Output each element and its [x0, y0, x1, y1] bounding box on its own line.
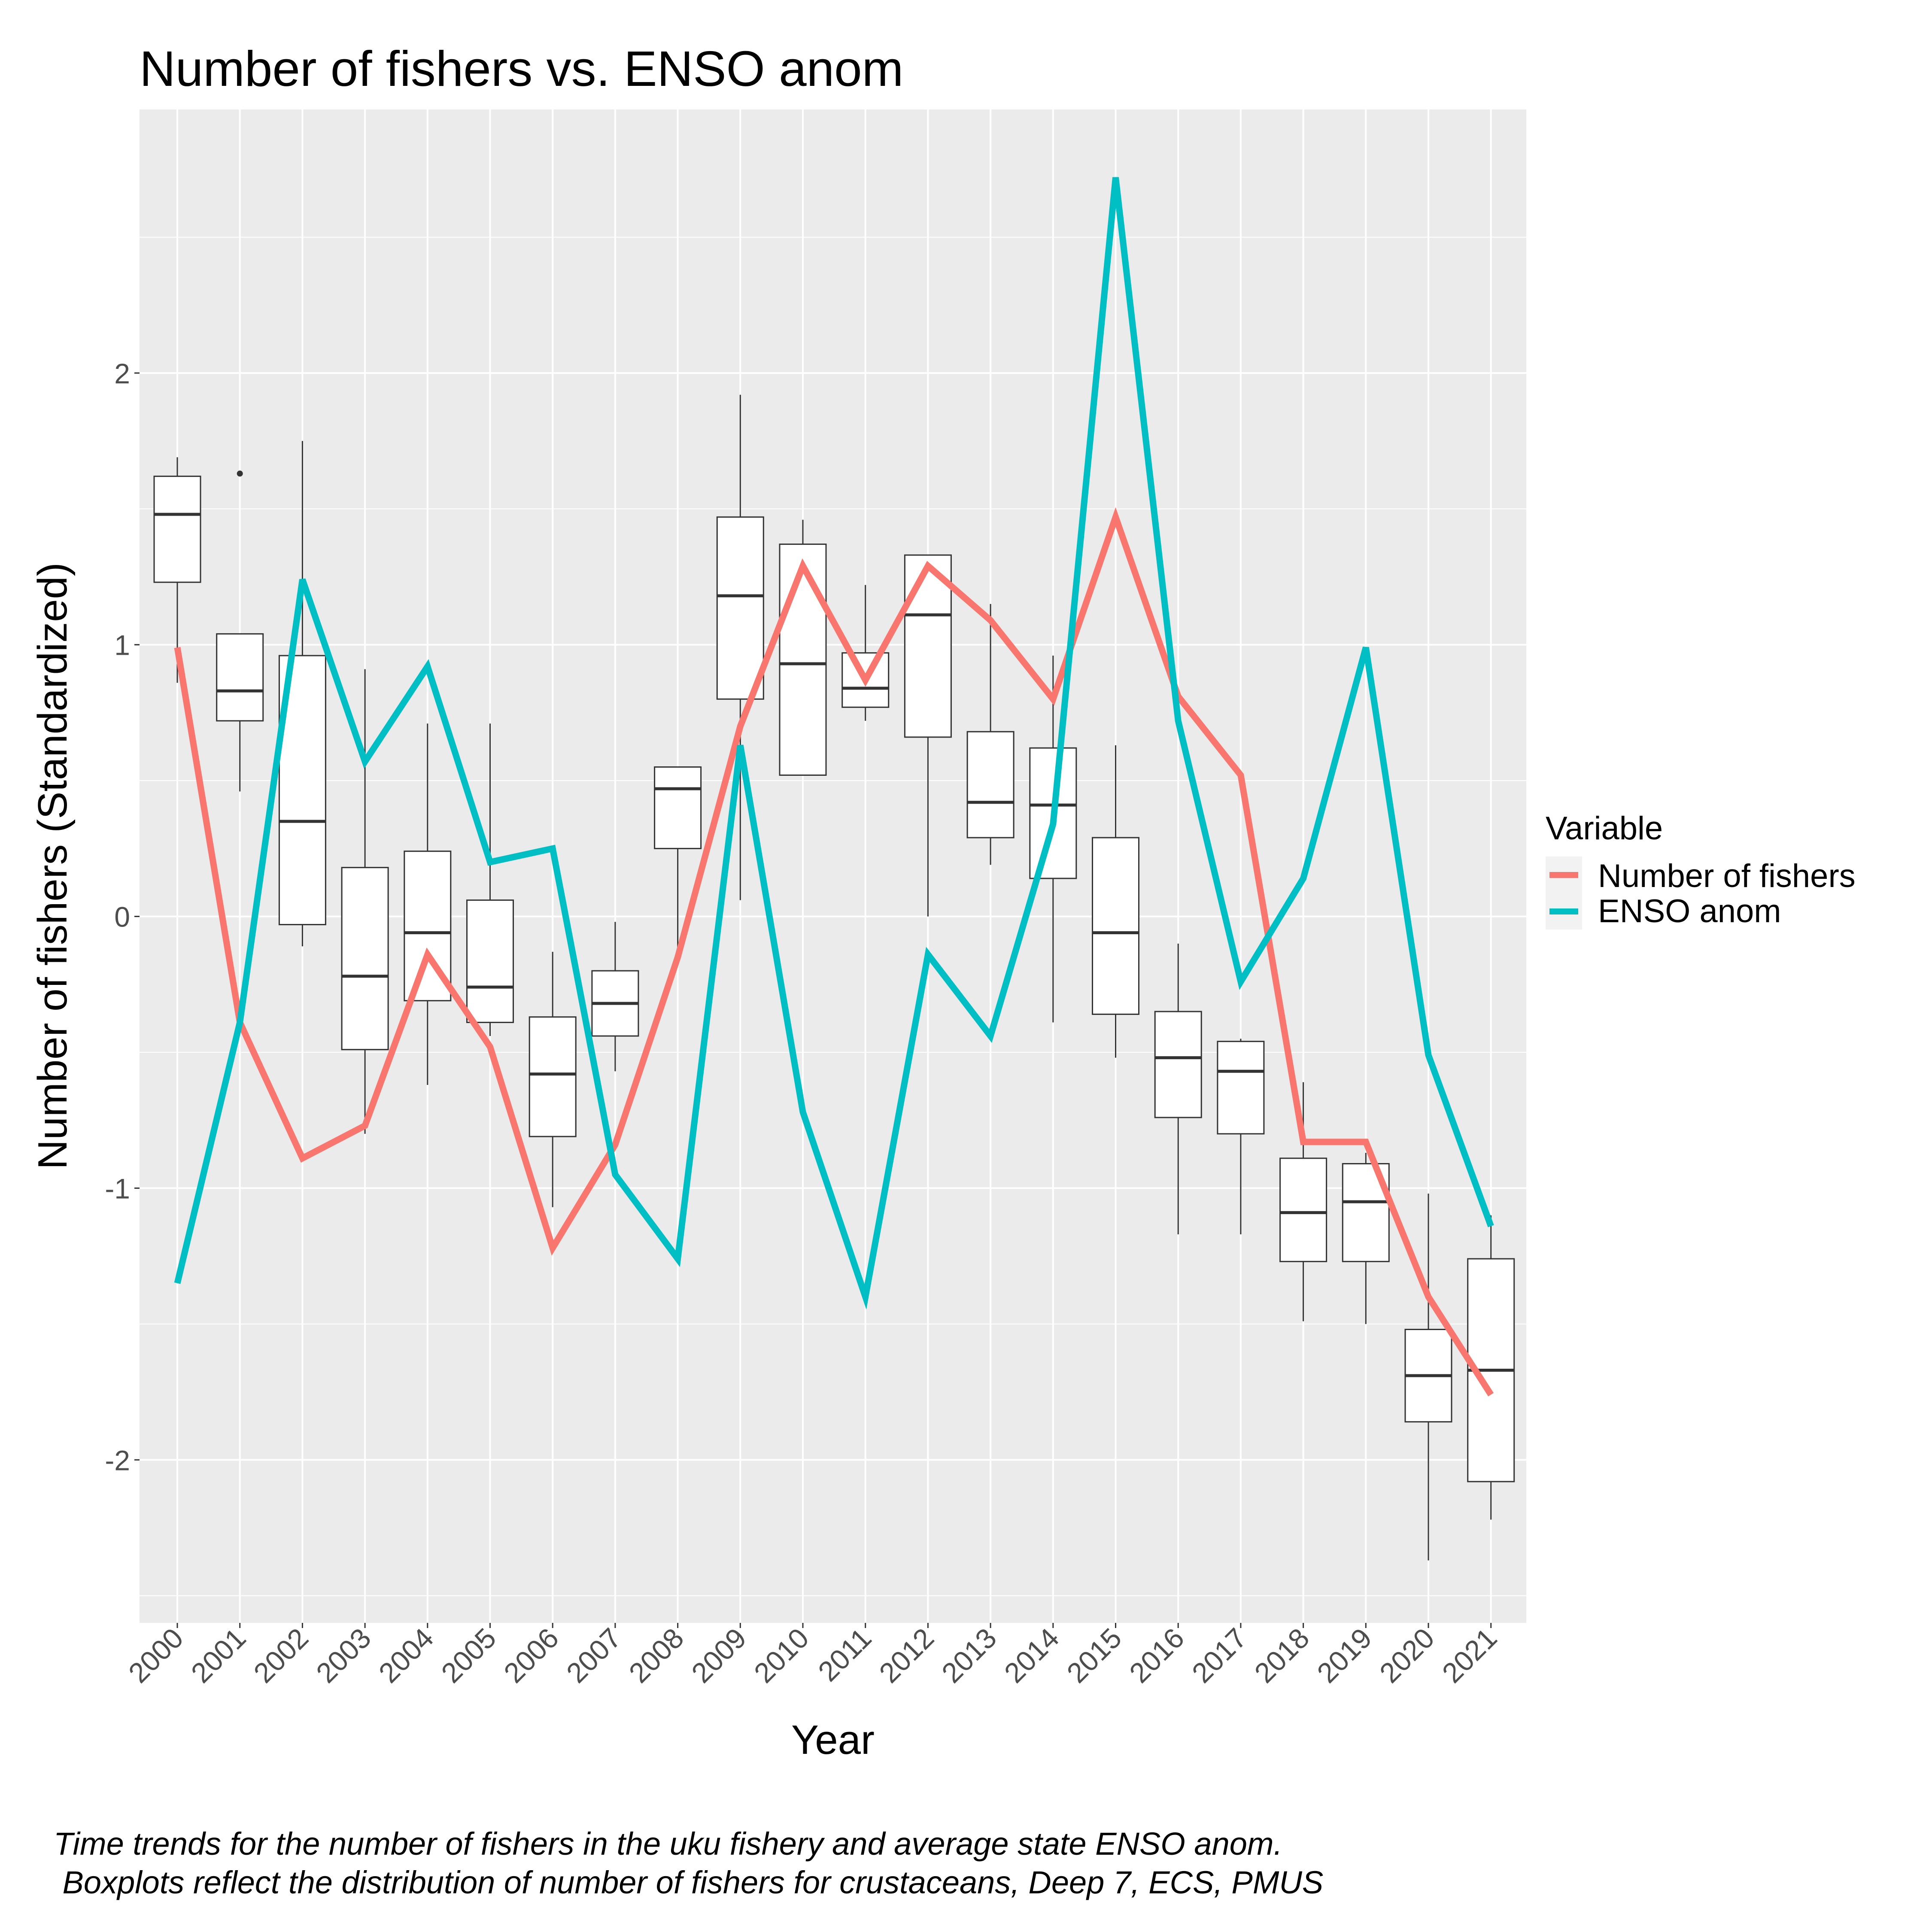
y-tick-label: -2 — [105, 1444, 130, 1476]
box — [216, 633, 264, 722]
boxplot-2020 — [1404, 1194, 1452, 1561]
box — [1154, 1011, 1202, 1118]
caption-line-2: Boxplots reflect the distribution of num… — [54, 1865, 1323, 1900]
boxplot-2006 — [529, 951, 577, 1207]
y-tick-label: -1 — [105, 1173, 130, 1204]
boxplot-2014 — [1029, 656, 1077, 1023]
boxplot-2015 — [1092, 745, 1139, 1058]
box — [341, 867, 389, 1051]
box — [904, 554, 952, 738]
legend: Variable Number of fishers ENSO anom — [1546, 810, 1856, 930]
boxplot-2005 — [466, 723, 514, 1036]
boxplot-2001 — [216, 471, 264, 792]
y-axis: -2 -1 0 1 2 — [105, 358, 140, 1476]
boxplot-2017 — [1217, 1039, 1265, 1235]
boxplot-2003 — [341, 669, 389, 1134]
box — [1279, 1157, 1327, 1262]
boxplot-2012 — [904, 554, 952, 917]
boxplot-2013 — [966, 604, 1015, 865]
box — [779, 544, 827, 776]
boxplots — [153, 395, 1515, 1561]
boxplot-2016 — [1154, 943, 1202, 1235]
legend-title: Variable — [1546, 810, 1663, 847]
box — [654, 766, 702, 849]
chart-title: Number of fishers vs. ENSO anom — [140, 41, 903, 97]
boxplot-2008 — [654, 766, 702, 957]
boxplot-2007 — [591, 922, 639, 1072]
legend-label-enso-anom: ENSO anom — [1598, 893, 1781, 930]
series-lines — [174, 177, 1494, 1397]
box — [466, 899, 514, 1023]
box — [529, 1016, 577, 1137]
y-tick-label: 0 — [114, 901, 130, 933]
legend-label-number-of-fishers: Number of fishers — [1598, 858, 1856, 894]
box — [716, 516, 764, 700]
boxplot-2010 — [779, 519, 827, 776]
box — [1217, 1041, 1265, 1135]
boxplot-2018 — [1279, 1082, 1327, 1321]
y-axis-label: Number of fishers (Standardized) — [30, 562, 76, 1170]
box — [153, 475, 201, 583]
x-axis-label: Year — [791, 1717, 875, 1763]
y-tick-label: 1 — [114, 629, 130, 661]
plot-panel — [140, 109, 1526, 1623]
caption-line-1: Time trends for the number of fishers in… — [54, 1826, 1282, 1862]
series-line-enso-anom — [174, 177, 1494, 1310]
box — [1092, 837, 1139, 1015]
box — [966, 731, 1015, 838]
minor-gridlines — [140, 237, 1526, 1596]
outlier-point — [237, 471, 243, 477]
y-tick-label: 2 — [114, 358, 130, 389]
series-line-number-of-fishers — [174, 507, 1494, 1397]
